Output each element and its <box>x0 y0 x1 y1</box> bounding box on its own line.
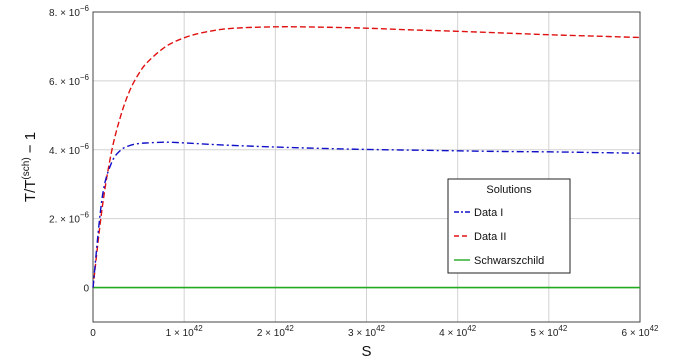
x-tick-exponent: 42 <box>650 324 659 333</box>
legend-box <box>447 178 571 274</box>
x-tick-label: 6 × 1042 <box>622 324 660 339</box>
y-tick-label: 4. × 10−6 <box>49 142 90 157</box>
y-axis-title-sup: (sch) <box>21 157 32 179</box>
y-axis-title: T/T(sch) − 1 <box>21 132 39 202</box>
y-tick-mantissa: 6. × 10 <box>49 77 80 88</box>
y-tick-label: 2. × 10−6 <box>49 211 90 226</box>
plot-frame <box>92 11 641 323</box>
y-tick-exponent: −6 <box>80 73 90 82</box>
series-line-data-i <box>92 141 641 288</box>
x-tick-exponent: 42 <box>376 324 385 333</box>
x-tick-exponent: 42 <box>194 324 203 333</box>
x-axis-title: S <box>361 343 371 360</box>
x-tick-label: 3 × 1042 <box>348 324 386 339</box>
x-tick-label: 4 × 1042 <box>439 324 477 339</box>
legend-label: Data II <box>474 231 506 243</box>
x-tick-label: 1 × 1042 <box>166 324 204 339</box>
x-tick-exponent: 42 <box>285 324 294 333</box>
x-tick-exponent: 42 <box>558 324 567 333</box>
y-tick-mantissa: 2. × 10 <box>49 215 80 226</box>
legend-label: Data I <box>474 207 503 219</box>
series-layer <box>92 26 641 289</box>
series-line-data-ii <box>92 26 641 288</box>
grid <box>93 11 641 322</box>
y-tick-mantissa: 8. × 10 <box>49 8 80 19</box>
legend-items: Data I Data II Schwarszchild <box>454 207 544 267</box>
y-tick-exponent: −6 <box>80 211 90 220</box>
x-tick-mantissa: 5 × 10 <box>530 328 559 339</box>
x-tick-mantissa: 2 × 10 <box>257 328 286 339</box>
y-tick-exponent: −6 <box>80 142 90 151</box>
y-tick-mantissa: 4. × 10 <box>49 146 80 157</box>
x-tick-mantissa: 4 × 10 <box>439 328 468 339</box>
x-tick-label: 5 × 1042 <box>530 324 568 339</box>
legend-label: Schwarszchild <box>474 255 544 267</box>
x-tick-label: 2 × 1042 <box>257 324 295 339</box>
y-tick-exponent: −6 <box>80 4 90 13</box>
y-tick-labels: 02. × 10−64. × 10−66. × 10−68. × 10−6 <box>49 4 90 295</box>
y-tick-label: 8. × 10−6 <box>49 4 90 19</box>
y-tick-label: 0 <box>83 284 89 295</box>
x-tick-mantissa: 0 <box>90 328 96 339</box>
x-tick-exponent: 42 <box>467 324 476 333</box>
y-axis-title-tail: − 1 <box>22 132 39 157</box>
legend: Solutions Data I Data II Schwarszchild <box>447 178 571 274</box>
x-tick-mantissa: 3 × 10 <box>348 328 377 339</box>
x-tick-mantissa: 6 × 10 <box>622 328 651 339</box>
y-tick-mantissa: 0 <box>83 284 89 295</box>
legend-title: Solutions <box>486 184 532 196</box>
x-tick-label: 0 <box>90 328 96 339</box>
y-tick-label: 6. × 10−6 <box>49 73 90 88</box>
x-tick-mantissa: 1 × 10 <box>166 328 195 339</box>
y-axis-title-base: T/T <box>22 180 39 203</box>
